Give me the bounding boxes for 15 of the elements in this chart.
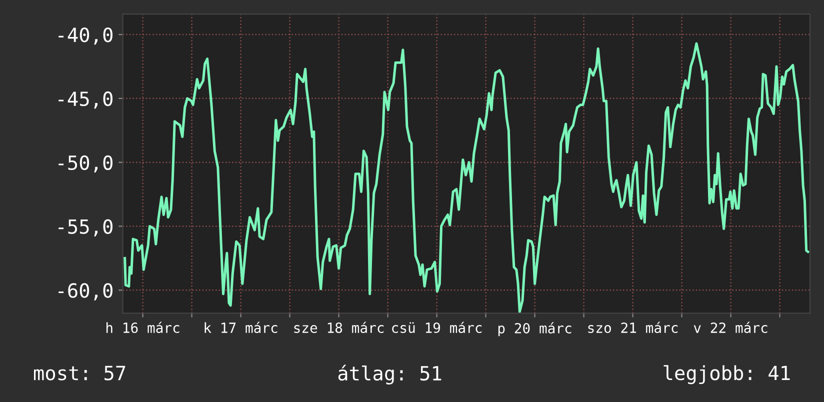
x-tick-label: csü 19 márc xyxy=(392,322,482,334)
y-tick-label: -40,0 xyxy=(58,28,112,45)
x-tick-label: h 16 márc xyxy=(106,322,180,334)
x-tick-label: sze 18 márc xyxy=(294,322,384,334)
x-tick-label: v 22 márc xyxy=(694,322,768,334)
y-tick-label: -60,0 xyxy=(58,283,112,300)
y-tick-label: -50,0 xyxy=(58,155,112,172)
y-tick-label: -45,0 xyxy=(58,91,112,109)
x-tick-label: k 17 márc xyxy=(204,322,278,334)
x-tick-label: szo 21 márc xyxy=(588,322,678,334)
y-tick-label: -55,0 xyxy=(58,219,112,236)
text: átlag: 51 xyxy=(338,364,442,385)
text: most: 57 xyxy=(34,366,126,380)
text: legjobb: 41 xyxy=(664,365,790,384)
x-tick-label: p 20 márc xyxy=(498,322,572,336)
